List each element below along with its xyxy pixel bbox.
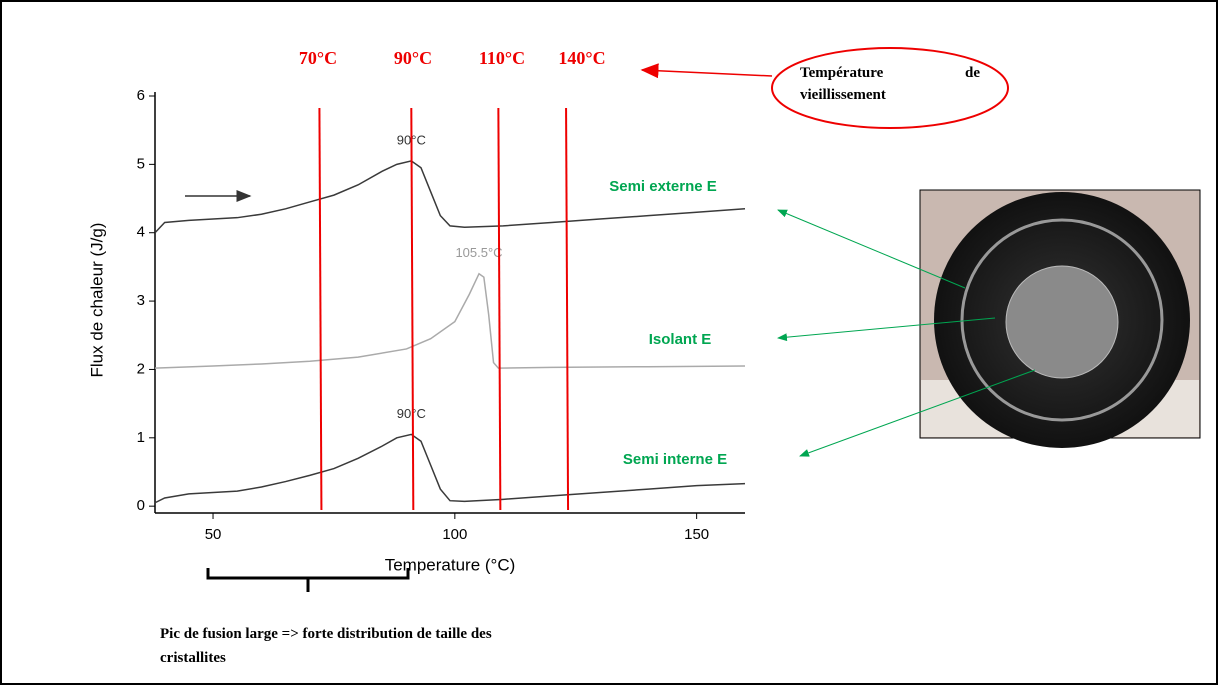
y-tick-label: 5	[137, 155, 145, 172]
pointer	[777, 317, 996, 342]
aging-line	[410, 107, 415, 511]
pointer	[799, 369, 1036, 457]
cable-screen	[960, 218, 1164, 422]
peak-label: 90°C	[397, 406, 426, 421]
y-tick-label: 6	[137, 87, 145, 104]
aging-line	[497, 107, 502, 511]
plot: 0 1 2 3 4 5 6 50 100 150 Temperature (°C) Flux de c…	[87, 48, 746, 574]
bracket-note: Pic de fusion large => forte distributio…	[160, 626, 492, 666]
x-tick-label: 50	[205, 526, 222, 543]
callout-arrow	[640, 63, 773, 79]
y-tick-label: 2	[137, 360, 145, 377]
pointer	[777, 209, 966, 289]
y-tick-label: 3	[137, 292, 145, 309]
y-tick-label: 4	[137, 224, 145, 241]
x-axis-label: Temperature (°C)	[385, 555, 516, 574]
data-line	[154, 272, 746, 369]
aging-line	[565, 107, 570, 511]
x-tick-label: 150	[684, 526, 709, 543]
aging-label: 110°C	[479, 48, 525, 68]
data-line	[154, 433, 746, 504]
callout-box: Température de vieillissement	[800, 65, 980, 103]
y-tick-label: 0	[137, 497, 145, 514]
y-tick-label: 1	[137, 429, 145, 446]
photo	[919, 189, 1201, 448]
legend-label: Isolant E	[649, 331, 712, 348]
callout-text: Température de vieillissement	[800, 65, 980, 103]
note-box: Pic de fusion large => forte distributio…	[160, 626, 492, 666]
callout-ellipse	[771, 47, 1009, 129]
aging-label: 70°C	[299, 48, 337, 68]
aging-label: 140°C	[558, 48, 605, 68]
aging-label: 90°C	[394, 48, 432, 68]
legend-label: Semi externe E	[609, 178, 717, 195]
cable-core	[1005, 265, 1119, 379]
bracket	[206, 568, 410, 592]
y-axis-label: Flux de chaleur (J/g)	[87, 223, 106, 378]
legend-label: Semi interne E	[623, 451, 727, 468]
x-tick-label: 100	[442, 526, 467, 543]
data-line	[154, 160, 746, 234]
aging-line	[318, 107, 323, 511]
peak-label: 105.5°C	[455, 245, 502, 260]
